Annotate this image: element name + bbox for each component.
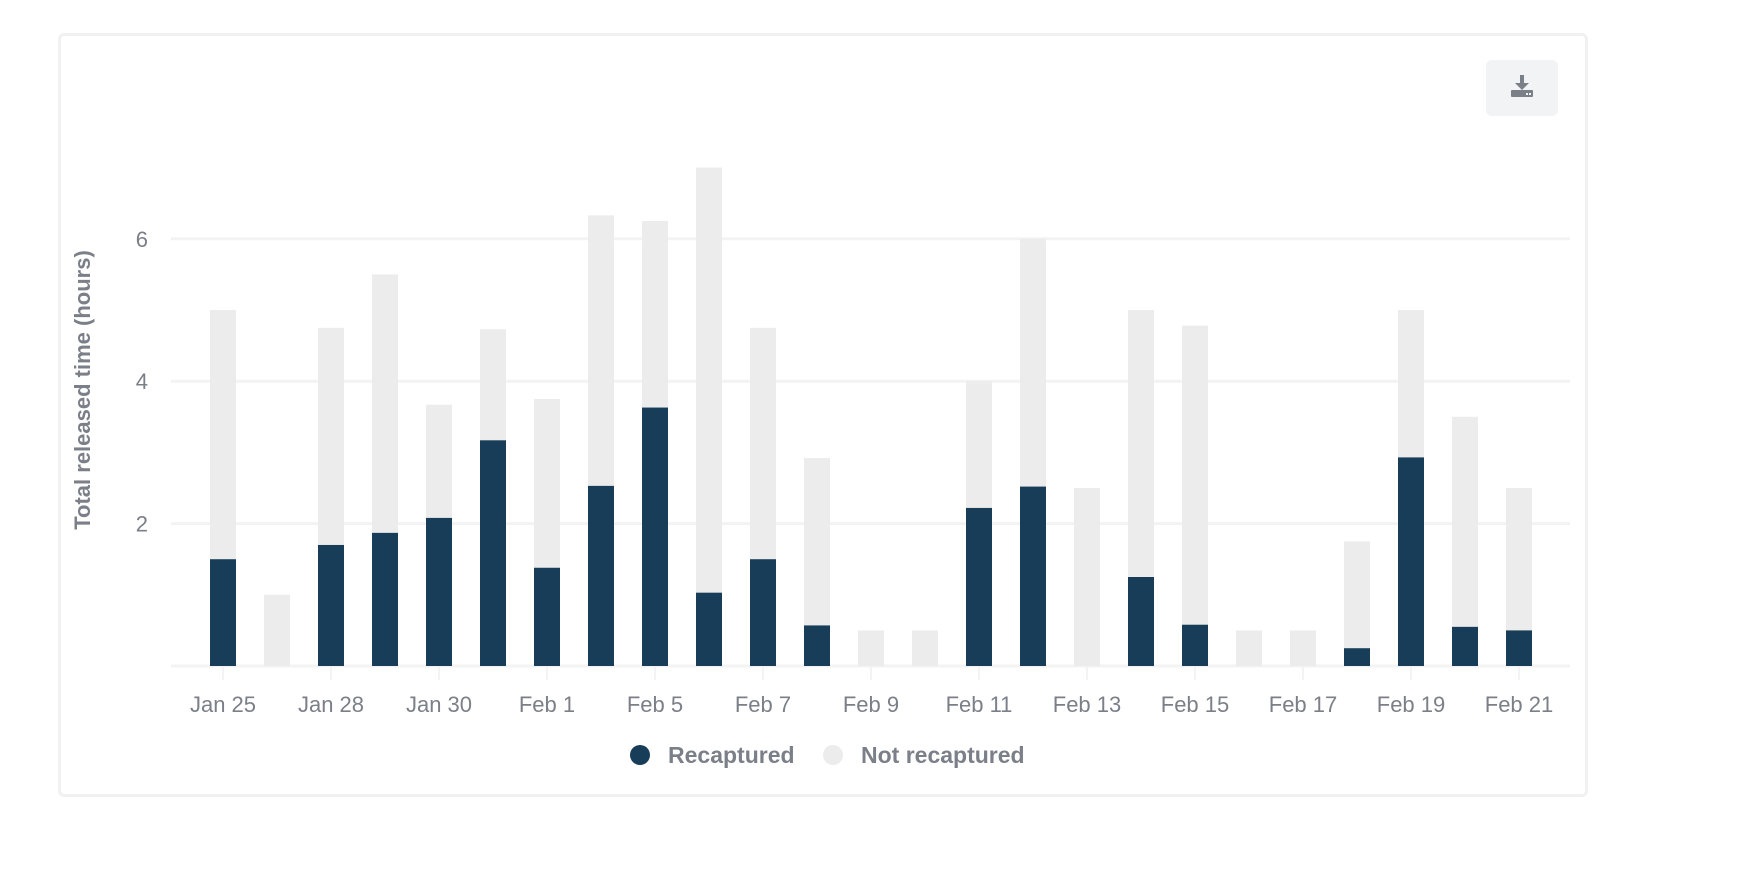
x-tick-label: Jan 28 <box>298 692 364 717</box>
legend[interactable]: Recaptured Not recaptured <box>630 742 1025 768</box>
bar-not-recaptured[interactable] <box>264 594 290 666</box>
y-axis-ticks: 2 4 6 <box>136 227 148 537</box>
bar-recaptured[interactable] <box>1182 624 1208 666</box>
x-tick-label: Feb 17 <box>1269 692 1338 717</box>
download-icon <box>1509 73 1535 104</box>
x-tick-label: Feb 5 <box>627 692 683 717</box>
bar-not-recaptured[interactable] <box>1128 310 1154 577</box>
bar-not-recaptured[interactable] <box>426 404 452 518</box>
x-tick-label: Jan 25 <box>190 692 256 717</box>
bar-recaptured[interactable] <box>480 440 506 666</box>
bar-recaptured[interactable] <box>1398 457 1424 666</box>
bar-recaptured[interactable] <box>1020 486 1046 666</box>
bar-not-recaptured[interactable] <box>696 167 722 593</box>
bar-recaptured[interactable] <box>966 507 992 666</box>
y-tick-label: 4 <box>136 369 148 394</box>
bar-not-recaptured[interactable] <box>804 458 830 626</box>
bar-recaptured[interactable] <box>318 544 344 666</box>
bar-not-recaptured[interactable] <box>1452 416 1478 627</box>
bar-not-recaptured[interactable] <box>966 381 992 508</box>
bar-not-recaptured[interactable] <box>1344 541 1370 649</box>
x-tick-label: Feb 15 <box>1161 692 1230 717</box>
bar-not-recaptured[interactable] <box>912 630 938 666</box>
x-tick-label: Feb 1 <box>519 692 575 717</box>
legend-swatch-recaptured <box>630 745 650 765</box>
chart-card <box>58 33 1588 797</box>
bar-recaptured[interactable] <box>804 625 830 666</box>
bar-recaptured[interactable] <box>372 532 398 666</box>
bar-recaptured[interactable] <box>426 517 452 666</box>
bar-not-recaptured[interactable] <box>318 327 344 545</box>
bar-recaptured[interactable] <box>750 559 776 666</box>
x-tick-label: Feb 7 <box>735 692 791 717</box>
y-tick-label: 2 <box>136 512 148 537</box>
bar-not-recaptured[interactable] <box>1020 238 1046 487</box>
bar-recaptured[interactable] <box>1344 648 1370 666</box>
bar-not-recaptured[interactable] <box>534 399 560 568</box>
x-tick-label: Feb 13 <box>1053 692 1122 717</box>
x-tick-label: Jan 30 <box>406 692 472 717</box>
bar-not-recaptured[interactable] <box>372 274 398 533</box>
bar-not-recaptured[interactable] <box>642 221 668 408</box>
x-tick-label: Feb 9 <box>843 692 899 717</box>
bar-not-recaptured[interactable] <box>1506 488 1532 631</box>
bar-not-recaptured[interactable] <box>1182 325 1208 625</box>
bar-not-recaptured[interactable] <box>750 327 776 560</box>
bar-not-recaptured[interactable] <box>858 630 884 666</box>
bar-recaptured[interactable] <box>642 407 668 666</box>
bar-recaptured[interactable] <box>1128 577 1154 666</box>
x-axis-ticks: Jan 25 Jan 28 Jan 30 Feb 1 Feb 5 Feb 7 Feb 9 Fe… <box>190 666 1553 717</box>
bar-not-recaptured[interactable] <box>1074 488 1100 666</box>
legend-label-recaptured[interactable]: Recaptured <box>668 742 795 768</box>
legend-label-not-recaptured[interactable]: Not recaptured <box>861 742 1025 768</box>
x-tick-label: Feb 11 <box>946 692 1013 717</box>
bar-recaptured[interactable] <box>1452 626 1478 666</box>
bar-not-recaptured[interactable] <box>588 215 614 486</box>
bar-recaptured[interactable] <box>534 567 560 666</box>
bar-recaptured[interactable] <box>588 485 614 666</box>
bar-recaptured[interactable] <box>1506 630 1532 666</box>
y-tick-label: 6 <box>136 227 148 252</box>
x-tick-label: Feb 21 <box>1485 692 1554 717</box>
grid-lines <box>171 237 1570 668</box>
download-button[interactable] <box>1486 60 1558 116</box>
bar-not-recaptured[interactable] <box>210 310 236 560</box>
bar-not-recaptured[interactable] <box>480 329 506 441</box>
bar-not-recaptured[interactable] <box>1398 310 1424 458</box>
bars <box>210 167 1532 666</box>
bar-not-recaptured[interactable] <box>1290 630 1316 666</box>
bar-recaptured[interactable] <box>210 559 236 666</box>
y-axis-title: Total released time (hours) <box>70 250 95 530</box>
bar-not-recaptured[interactable] <box>1236 630 1262 666</box>
bar-recaptured[interactable] <box>696 592 722 666</box>
x-tick-label: Feb 19 <box>1377 692 1446 717</box>
legend-swatch-not-recaptured <box>823 745 843 765</box>
